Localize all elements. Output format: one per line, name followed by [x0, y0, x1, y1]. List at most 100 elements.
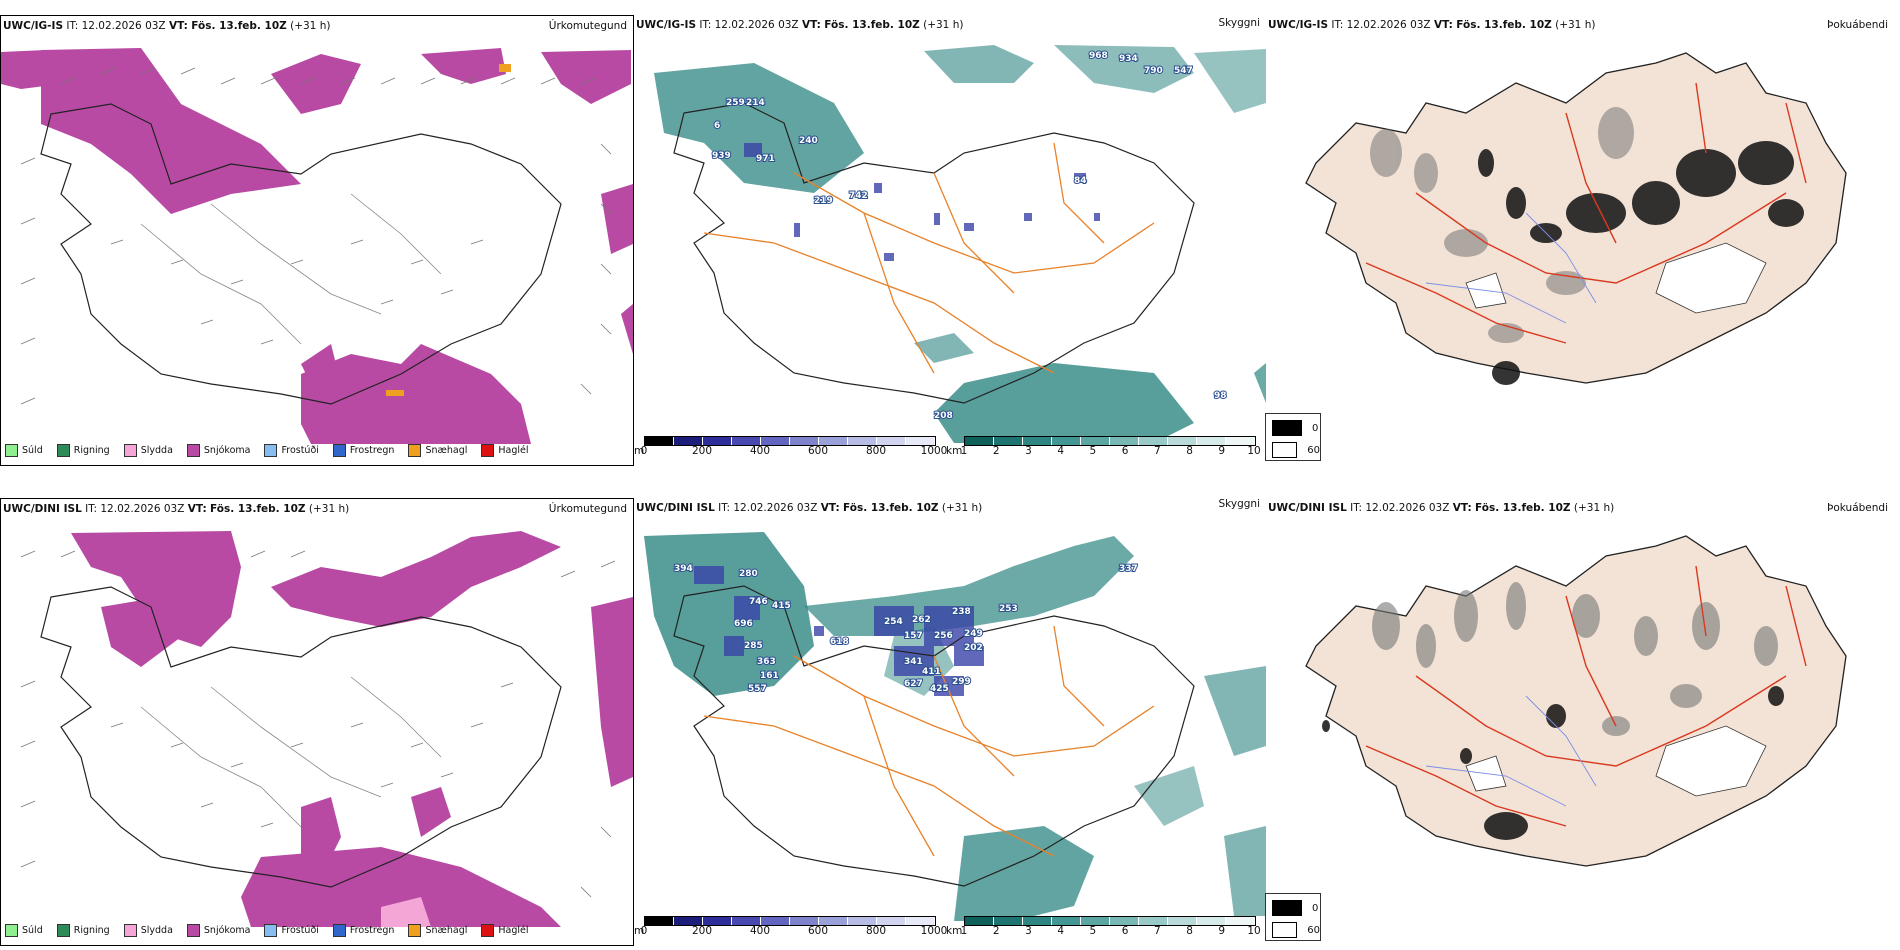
colorbar-tick: 8 [1186, 925, 1193, 937]
cloud-base-label: 202 [964, 643, 983, 653]
cloud-base-label: 742 [849, 191, 868, 201]
colorbar-segment [1110, 917, 1139, 925]
precip-legend: Súld Rigning Slydda Snjókoma Frostúði Fr… [5, 924, 529, 937]
colorbar-segment [645, 917, 674, 925]
colorbar-segment [906, 917, 935, 925]
cloud-base-label: 208 [934, 411, 953, 421]
colorbar-tick: 8 [1186, 445, 1193, 457]
colorbar-tick: 6 [1121, 445, 1129, 457]
legend-swatch [186, 444, 200, 457]
legend-swatch [481, 444, 495, 457]
colorbar-tick: 400 [749, 925, 771, 937]
colorbar-tick: 4 [1057, 925, 1064, 937]
panel-title: Úrkomutegund [548, 20, 627, 32]
visibility-map-row2: UWC/DINI ISL IT: 12.02.2026 03Z VT: Fös.… [634, 498, 1266, 946]
legend-item: Rigning [56, 924, 110, 937]
legend-swatch [264, 444, 278, 457]
colorbar-segment [994, 917, 1023, 925]
legend-item: Snæhagl [408, 444, 467, 457]
fog-map-row1: UWC/IG-IS IT: 12.02.2026 03Z VT: Fös. 13… [1266, 15, 1900, 466]
colorbar-tick: 1000 [920, 445, 948, 457]
fog-map-row2: UWC/DINI ISL IT: 12.02.2026 03Z VT: Fös.… [1266, 498, 1900, 946]
fog-legend-row2: 0 60 [1265, 893, 1321, 941]
legend-item: Frostregn [332, 924, 394, 937]
colorbar-tick: 3 [1025, 925, 1032, 937]
legend-swatch [56, 924, 70, 937]
colorbar-segment [761, 437, 790, 445]
cloud-base-label: 790 [1144, 66, 1163, 76]
visibility-map-row1: UWC/IG-IS IT: 12.02.2026 03Z VT: Fös. 13… [634, 15, 1266, 466]
legend-swatch [186, 924, 200, 937]
panel-title: Skyggni [1218, 17, 1261, 29]
cloud-base-label: 425 [930, 684, 949, 694]
colorbar-segment [645, 437, 674, 445]
colorbar-segment [819, 437, 848, 445]
cloud-base-label: 696 [734, 619, 753, 629]
legend-item: Haglél [481, 924, 529, 937]
colorbar-tick: 400 [749, 445, 771, 457]
cloud-base-label: 256 [934, 631, 953, 641]
cloud-base-label: 415 [772, 601, 791, 611]
colorbar-tick: 1 [960, 445, 968, 457]
visibility-colorbar: km 1 2 3 4 5 6 7 8 9 10 [946, 916, 1261, 940]
colorbar-tick: 600 [807, 445, 829, 457]
cloud-base-label: 219 [814, 196, 833, 206]
colorbar-tick: 10 [1247, 925, 1261, 937]
height-colorbar-strip [644, 916, 936, 926]
colorbar-segment [1139, 917, 1168, 925]
colorbar-segment [1197, 917, 1226, 925]
colorbar-segment [1226, 917, 1255, 925]
legend-item: Súld [5, 924, 43, 937]
precip-type-map-row2: UWC/DINI ISL IT: 12.02.2026 03Z VT: Fös.… [0, 498, 634, 946]
cloud-base-label: 618 [830, 637, 849, 647]
cloud-base-label: 157 [904, 631, 923, 641]
legend-swatch-light [1272, 922, 1298, 938]
colorbar-tick: 1000 [920, 925, 948, 937]
legend-item: Frostúði [264, 444, 319, 457]
colorbar-segment [674, 437, 703, 445]
visibility-map-canvas: 259 214 6 939 971 240 219 742 84 968 934 790 547 208 9… [654, 45, 1266, 443]
cloud-base-label: 939 [712, 151, 731, 161]
colorbar-tick: 200 [691, 445, 713, 457]
cloud-base-label: 262 [912, 615, 931, 625]
colorbar-segment [1168, 917, 1197, 925]
colorbar-segment [1081, 437, 1110, 445]
legend-item: Rigning [56, 444, 110, 457]
precip-map-canvas [20, 531, 633, 927]
visibility-colorbar-strip [964, 436, 1256, 446]
cloud-base-label: 299 [952, 677, 971, 687]
colorbar-segment [819, 917, 848, 925]
colorbar-segment [674, 917, 703, 925]
cloud-base-label: 337 [1119, 564, 1138, 574]
cloud-base-label: 254 [884, 617, 903, 627]
panel-title: Úrkomutegund [548, 503, 627, 515]
colorbar-tick: 10 [1247, 445, 1261, 457]
precip-map-canvas [1, 48, 633, 444]
colorbar-segment [1168, 437, 1197, 445]
colorbar-segment [965, 917, 994, 925]
legend-item: Frostregn [332, 444, 394, 457]
cloud-base-label: 547 [1174, 66, 1193, 76]
legend-item: Snæhagl [408, 924, 467, 937]
panel-title: Skyggni [1218, 498, 1261, 510]
colorbar-tick: 5 [1089, 925, 1097, 937]
colorbar-segment [1197, 437, 1226, 445]
colorbar-segment [703, 437, 732, 445]
cloud-base-label: 240 [799, 136, 818, 146]
colorbar-segment [1226, 437, 1255, 445]
fog-map-canvas [1305, 535, 1847, 867]
colorbar-segment [848, 437, 877, 445]
legend-swatch [56, 444, 70, 457]
height-colorbar: m 0 200 400 600 800 1000 [634, 916, 947, 940]
visibility-colorbar-strip [964, 916, 1256, 926]
legend-swatch [408, 924, 422, 937]
legend-swatch [408, 444, 422, 457]
colorbar-segment [1023, 437, 1052, 445]
cloud-base-label: 394 [674, 564, 693, 574]
legend-item: Snjókoma [186, 444, 250, 457]
precip-type-map-row1: UWC/IG-IS IT: 12.02.2026 03Z VT: Fös. 13… [0, 15, 634, 466]
height-colorbar-strip [644, 436, 936, 446]
fog-map-canvas [1305, 52, 1847, 385]
height-unit: m [634, 445, 645, 457]
legend-swatch-dark [1272, 420, 1302, 436]
